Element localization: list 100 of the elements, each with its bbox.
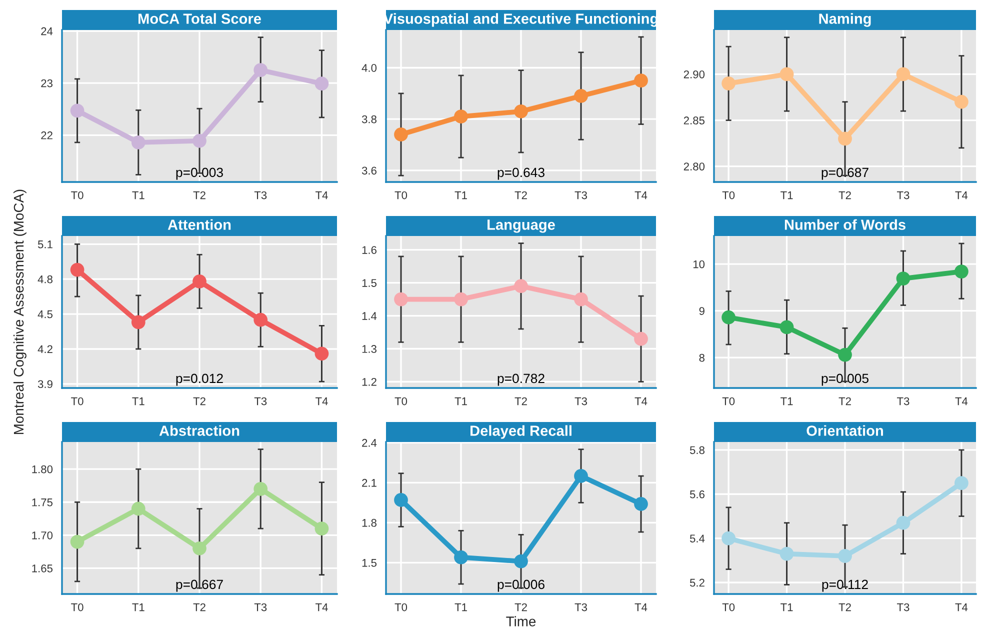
x-tick-label: T1 <box>132 603 144 612</box>
point <box>394 128 408 142</box>
y-tick-label: 24 <box>41 27 53 36</box>
x-tick-label: T3 <box>254 603 267 612</box>
y-tick-label: 2.1 <box>362 478 376 487</box>
y-tick-label: 10 <box>693 260 705 268</box>
x-tick-label: T4 <box>315 603 328 612</box>
annotation: p=0.005 <box>822 374 868 386</box>
chart-title: Abstraction <box>159 425 240 436</box>
point <box>514 554 528 568</box>
x-tick-label: T0 <box>71 603 84 612</box>
chart-title: Naming <box>819 13 871 27</box>
point <box>70 104 84 118</box>
x-tick-label: T1 <box>780 603 793 612</box>
x-tick-label: T0 <box>722 191 735 200</box>
point <box>634 332 648 346</box>
point <box>192 134 206 148</box>
y-tick-label: 4.8 <box>38 275 52 284</box>
annotation: p=0.687 <box>822 168 868 180</box>
x-tick-label: T3 <box>896 191 910 200</box>
x-tick-label: T0 <box>71 397 84 406</box>
point <box>896 67 910 82</box>
x-tick-label: T4 <box>315 397 328 406</box>
y-tick-label: 5.1 <box>38 240 52 248</box>
annotation: p=0.003 <box>176 168 223 180</box>
point <box>454 110 468 124</box>
y-tick-label: 1.4 <box>362 312 377 320</box>
y-tick-label: 5.4 <box>690 534 705 542</box>
point <box>454 292 468 306</box>
x-tick-label: T1 <box>780 191 793 200</box>
point <box>954 264 968 278</box>
x-tick-label: T4 <box>315 191 328 200</box>
point <box>574 292 588 306</box>
point <box>780 546 794 561</box>
annotation: p=0.643 <box>498 168 544 180</box>
x-tick-label: T3 <box>574 603 587 612</box>
x-tick-label: T1 <box>780 397 793 406</box>
point <box>896 272 910 286</box>
x-tick-label: T4 <box>634 191 648 200</box>
point <box>780 67 794 82</box>
point <box>722 531 736 546</box>
point <box>896 516 910 530</box>
point <box>722 76 736 90</box>
y-tick-label: 1.75 <box>32 498 53 506</box>
point <box>722 310 736 324</box>
y-tick-label: 3.9 <box>38 380 52 388</box>
annotation: p=0.012 <box>176 374 223 386</box>
point <box>574 89 588 103</box>
annotation: p=0.112 <box>822 580 868 592</box>
point <box>192 274 206 288</box>
point <box>394 292 408 306</box>
point <box>314 346 329 361</box>
point <box>131 315 146 330</box>
point <box>514 104 528 118</box>
chart-title: Language <box>488 220 555 233</box>
point <box>954 94 968 109</box>
y-tick-label: 1.70 <box>32 531 53 540</box>
y-tick-label: 5.2 <box>690 578 704 587</box>
point <box>838 348 852 362</box>
x-tick-label: T3 <box>896 397 910 406</box>
point <box>454 550 468 564</box>
x-tick-label: T1 <box>132 397 144 406</box>
x-tick-label: T2 <box>193 191 206 200</box>
y-tick-label: 1.5 <box>362 559 377 567</box>
x-tick-label: T4 <box>955 603 968 612</box>
x-tick-label: T3 <box>254 397 267 406</box>
y-tick-label: 2.85 <box>684 116 705 124</box>
annotation: p=0.782 <box>498 374 544 386</box>
point <box>131 135 146 150</box>
y-tick-label: 9 <box>699 307 704 315</box>
x-tick-label: T2 <box>838 397 851 406</box>
point <box>70 262 84 277</box>
y-tick-label: 1.80 <box>32 465 53 474</box>
y-tick-label: 1.65 <box>32 564 53 572</box>
y-tick-label: 4.2 <box>38 345 52 354</box>
x-tick-label: T0 <box>722 397 735 406</box>
point <box>254 312 268 327</box>
y-tick-label: 1.6 <box>362 246 376 254</box>
point <box>838 132 852 146</box>
x-tick-label: T0 <box>394 397 408 406</box>
point <box>634 497 648 511</box>
x-tick-label: T3 <box>574 397 587 406</box>
y-tick-label: 8 <box>699 354 704 362</box>
y-axis-title: Montreal Cognitive Assessment (MoCA) <box>13 190 26 434</box>
chart-title: Delayed Recall <box>470 425 572 439</box>
point <box>394 493 408 507</box>
y-tick-label: 4.0 <box>362 64 377 72</box>
x-tick-label: T1 <box>454 191 467 200</box>
x-tick-label: T1 <box>132 191 144 200</box>
y-tick-label: 1.2 <box>362 378 376 386</box>
y-tick-label: 3.8 <box>362 115 376 124</box>
x-tick-label: T2 <box>193 603 206 612</box>
y-tick-label: 5.8 <box>690 446 704 454</box>
point <box>838 549 852 563</box>
x-tick-label: T2 <box>838 603 851 612</box>
x-tick-label: T1 <box>454 397 467 406</box>
x-tick-label: T1 <box>454 603 467 612</box>
point <box>780 320 794 334</box>
y-tick-label: 1.3 <box>362 345 376 353</box>
chart-title: Number of Words <box>784 219 906 230</box>
